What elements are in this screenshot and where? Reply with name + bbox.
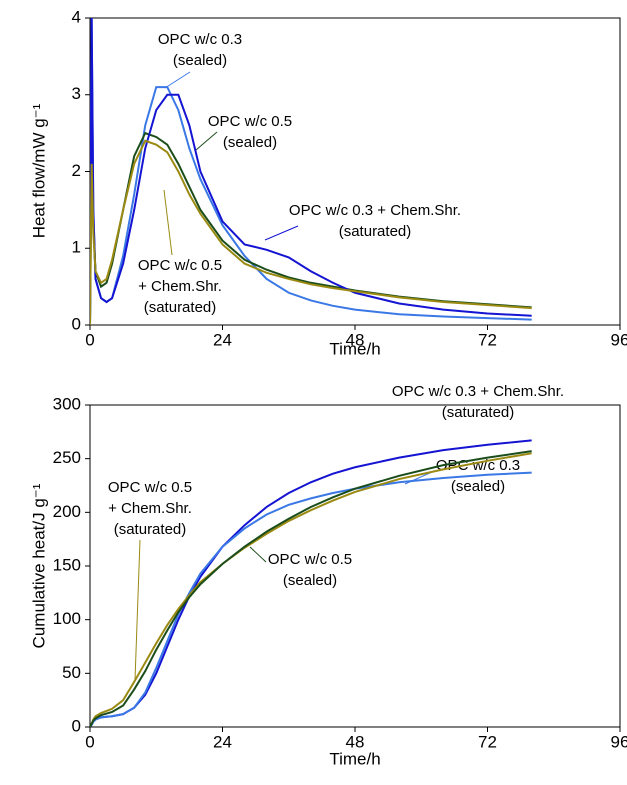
series-label: (sealed) [223,134,277,151]
y-tick-label: 300 [53,394,81,413]
series-label: (saturated) [442,404,515,421]
leader-line [163,189,173,256]
series-label: (saturated) [144,299,217,316]
x-tick-label: 0 [85,732,94,751]
y-tick-label: 0 [72,314,81,333]
y-tick-label: 250 [53,448,81,467]
series-line [90,131,532,325]
y-tick-label: 50 [62,663,81,682]
series-label: OPC w/c 0.5 [108,479,192,496]
leader-line [264,225,299,241]
series-label: + Chem.Shr. [108,500,192,517]
y-tick-label: 1 [72,238,81,257]
series-line [90,139,532,325]
series-label: (sealed) [173,52,227,69]
y-tick-label: 0 [72,716,81,735]
leader-line [134,539,141,681]
x-tick-label: 48 [346,330,365,349]
series-label: (saturated) [114,521,187,538]
x-tick-label: 96 [611,732,627,751]
y-tick-label: 100 [53,609,81,628]
series-label: (sealed) [283,572,337,589]
series-label: OPC w/c 0.3 + Chem.Shr. [289,202,461,219]
series-label: OPC w/c 0.5 [208,113,292,130]
series-label: OPC w/c 0.3 [436,457,520,474]
series-label: OPC w/c 0.3 [158,31,242,48]
series-label: OPC w/c 0.5 [138,257,222,274]
x-tick-label: 72 [478,732,497,751]
x-tick-label: 0 [85,330,94,349]
y-tick-label: 3 [72,84,81,103]
y-tick-label: 200 [53,502,81,521]
series-label: OPC w/c 0.5 [268,551,352,568]
leader-line [249,546,267,563]
series-line [90,452,532,727]
series-label: (saturated) [339,223,412,240]
series-label: OPC w/c 0.3 + Chem.Shr. [392,383,564,400]
x-axis-label: Time/h [329,749,380,768]
x-axis-label: Time/h [329,339,380,358]
y-tick-label: 2 [72,161,81,180]
x-tick-label: 48 [346,732,365,751]
x-tick-label: 72 [478,330,497,349]
plot-frame [89,404,621,728]
y-axis-label: Cumulative heat/J g⁻¹ [29,483,48,648]
series-label: (sealed) [451,478,505,495]
leader-line [404,471,433,485]
leader-line [195,131,218,151]
y-tick-label: 4 [72,7,81,26]
x-tick-label: 96 [611,330,627,349]
leader-line [164,71,191,89]
y-axis-label: Heat flow/mW g⁻¹ [29,103,48,238]
series-line [90,450,532,727]
x-tick-label: 24 [213,732,232,751]
y-tick-label: 150 [53,555,81,574]
series-label: + Chem.Shr. [138,278,222,295]
x-tick-label: 24 [213,330,232,349]
